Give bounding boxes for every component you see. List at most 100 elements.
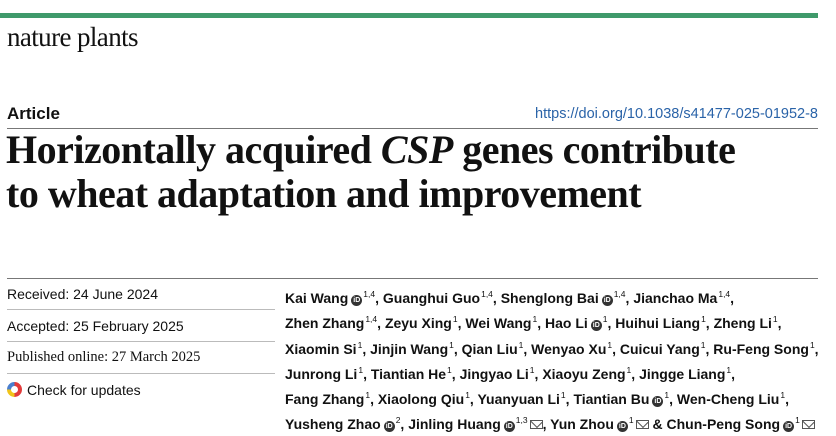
email-icon[interactable] [529,420,543,430]
author[interactable]: Yusheng Zhao iD2 [285,415,401,433]
author-name: Hao Li [545,315,588,332]
affiliation-number[interactable]: 1 [772,314,778,325]
orcid-icon[interactable]: iD [590,320,602,332]
author[interactable]: Kai Wang iD1,4 [285,289,376,306]
affiliation-number[interactable]: 1 [602,314,608,325]
author-name: Jianchao Ma [633,290,718,306]
article-type: Article [7,104,60,123]
affiliation-number[interactable]: 1 [607,339,613,350]
author[interactable]: Fang Zhang1 [285,390,371,408]
author[interactable]: Wenyao Xu1 [531,339,613,357]
orcid-icon[interactable]: iD [503,421,515,433]
affiliation-number[interactable]: 1 [780,390,786,401]
affiliation-number[interactable]: 1 [532,314,538,325]
author-name: Yun Zhou [550,416,614,433]
affiliation-number[interactable]: 1 [809,339,815,350]
author[interactable]: Xiaolong Qiu1 [377,390,470,408]
orcid-icon[interactable]: iD [383,421,395,433]
affiliation-number[interactable]: 1,4 [718,289,731,299]
title-gene-name: CSP [380,127,453,172]
author-name: & Chun-Peng Song [652,416,781,433]
affiliation-number[interactable]: 1 [700,339,706,350]
author[interactable]: Tiantian Bu iD1 [573,390,670,408]
author[interactable]: & Chun-Peng Song iD1 [652,415,815,433]
author[interactable]: Jingge Liang1 [639,364,732,382]
journal-logo[interactable]: nature plants [7,22,139,52]
orcid-icon[interactable]: iD [351,295,363,306]
affiliation-number[interactable]: 1 [795,415,800,426]
author[interactable]: Zhen Zhang1,4 [285,314,378,332]
author[interactable]: Tiantian He1 [371,364,452,382]
author[interactable]: Wen-Cheng Liu1 [676,390,786,408]
email-icon[interactable] [801,420,815,430]
check-for-updates-button[interactable]: Check for updates [7,374,275,405]
author[interactable]: Yun Zhou iD1 [550,415,649,433]
author-name: Xiaomin Si [285,340,357,357]
author[interactable]: Junrong Li1 [285,364,364,382]
affiliation-number[interactable]: 1 [726,364,732,375]
affiliation-number[interactable]: 1 [447,364,452,375]
author-name: Xiaoyu Zeng [542,365,626,382]
affiliation-number[interactable]: 1,4 [363,289,376,299]
author-name: Zhen Zhang [285,315,365,332]
author-name: Tiantian Bu [573,391,650,408]
affiliation-number[interactable]: 1 [529,364,535,375]
author[interactable]: Jinjin Wang1 [370,339,454,357]
orcid-icon[interactable]: iD [652,396,664,408]
affiliation-number[interactable]: 2 [395,415,401,426]
author-name: Zeyu Xing [384,315,452,332]
affiliation-number[interactable]: 1 [560,390,566,401]
affiliation-number[interactable]: 1 [628,415,634,426]
author[interactable]: Zeyu Xing1 [384,314,458,332]
affiliation-number[interactable]: 1 [518,339,524,350]
author[interactable]: Jianchao Ma1,4 [633,289,731,306]
author[interactable]: Qian Liu1 [461,339,524,357]
author[interactable]: Zheng Li1 [714,314,778,331]
author-name: Shenglong Bai [500,290,599,306]
orcid-icon[interactable]: iD [616,421,628,433]
orcid-icon[interactable]: iD [783,421,795,433]
affiliation-number[interactable]: 1 [449,339,454,350]
affiliation-number[interactable]: 1 [626,364,632,375]
author[interactable]: Jingyao Li1 [460,364,535,382]
author[interactable]: Wei Wang1 [465,314,538,331]
affiliation-number[interactable]: 1,4 [481,289,493,299]
author-name: Qian Liu [461,340,518,357]
accepted-date: Accepted: 25 February 2025 [7,310,275,342]
author[interactable]: Shenglong Bai iD1,4 [500,289,626,306]
author-name: Xiaolong Qiu [377,391,465,408]
author[interactable]: Ru-Feng Song1 [713,339,815,357]
affiliation-number[interactable]: 1,4 [613,289,626,299]
author[interactable]: Cuicui Yang1 [620,339,706,357]
published-date: Published online: 27 March 2025 [7,342,275,374]
article-title: Horizontally acquired CSP genes contribu… [6,127,736,216]
author[interactable]: Huihui Liang1 [615,314,706,332]
email-icon[interactable] [635,420,649,430]
affiliation-number[interactable]: 1 [465,390,470,401]
affiliation-number[interactable]: 1 [357,339,363,350]
author-name: Jinling Huang [408,416,501,433]
author-name: Kai Wang [285,290,349,306]
affiliation-number[interactable]: 1,4 [365,314,378,325]
author-list: Kai Wang iD1,4, Guanghui Guo1,4, Shenglon… [285,289,819,433]
author[interactable]: Guanghui Guo1,4 [382,289,493,306]
doi-link[interactable]: https://doi.org/10.1038/s41477-025-01952… [535,106,818,122]
author-name: Huihui Liang [615,315,701,332]
author-name: Yuanyuan Li [477,391,560,408]
author-name: Guanghui Guo [382,290,481,306]
affiliation-number[interactable]: 1 [664,390,670,401]
author[interactable]: Jinling Huang iD1,3 [408,415,543,433]
affiliation-number[interactable]: 1 [365,390,371,401]
author[interactable]: Xiaomin Si1 [285,339,363,357]
author[interactable]: Yuanyuan Li1 [477,390,566,408]
affiliation-number[interactable]: 1,3 [515,415,528,426]
affiliation-number[interactable]: 1 [358,364,364,375]
author-name: Jingge Liang [639,365,726,382]
author[interactable]: Hao Li iD1 [545,314,608,332]
orcid-icon[interactable]: iD [601,295,613,306]
author-name: Fang Zhang [285,391,365,408]
author[interactable]: Xiaoyu Zeng1 [542,364,632,382]
author-name: Wen-Cheng Liu [676,391,780,408]
affiliation-number[interactable]: 1 [701,314,706,325]
affiliation-number[interactable]: 1 [452,314,458,325]
